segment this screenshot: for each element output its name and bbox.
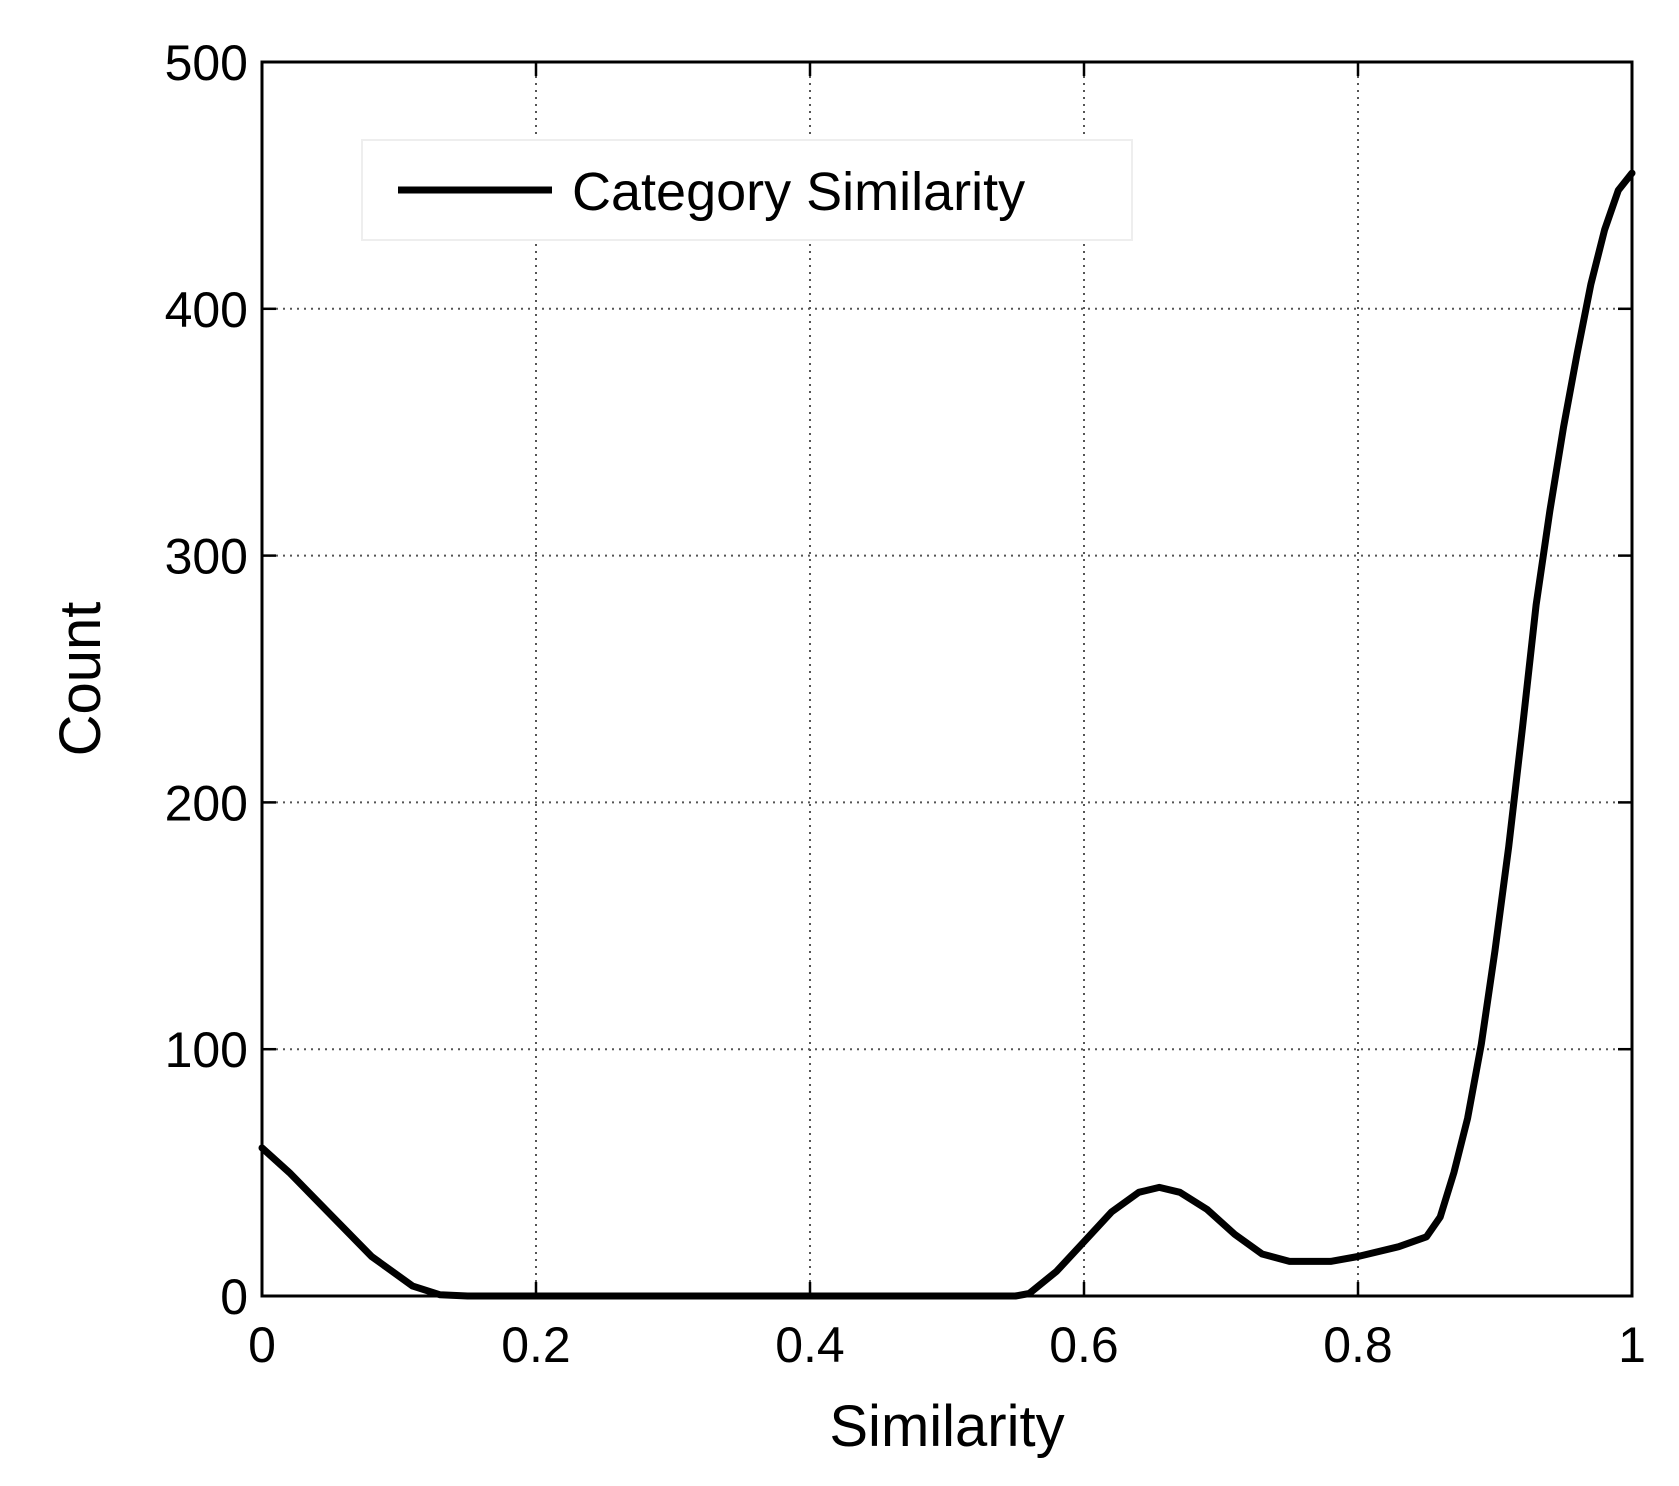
legend: Category Similarity [361,139,1133,241]
y-axis-title: Count [48,602,113,757]
tick-layer [260,60,1634,1298]
series-line-category-similarity [258,169,1636,1300]
x-tick-label-1: 0.2 [501,1317,571,1373]
y-tick-label-3: 300 [165,529,248,585]
x-tick-label-4: 0.8 [1323,1317,1393,1373]
y-tick-label-1: 100 [165,1022,248,1078]
x-tick-label-2: 0.4 [775,1317,845,1373]
x-tick-labels: 0 0.2 0.4 0.6 0.8 1 [248,1317,1646,1373]
plot-area [258,60,1636,1300]
x-tick-label-0: 0 [248,1317,276,1373]
y-tick-label-5: 500 [165,35,248,91]
x-tick-label-3: 0.6 [1049,1317,1119,1373]
x-axis-title: Similarity [829,1394,1064,1459]
legend-label-category-similarity: Category Similarity [572,162,1025,222]
y-tick-label-4: 400 [165,282,248,338]
x-tick-label-5: 1 [1618,1317,1646,1373]
grid-layer [262,62,1632,1296]
y-tick-labels: 0 100 200 300 400 500 [165,35,248,1325]
y-tick-label-2: 200 [165,775,248,831]
y-tick-label-0: 0 [220,1269,248,1325]
axis-frame [260,60,1634,1298]
